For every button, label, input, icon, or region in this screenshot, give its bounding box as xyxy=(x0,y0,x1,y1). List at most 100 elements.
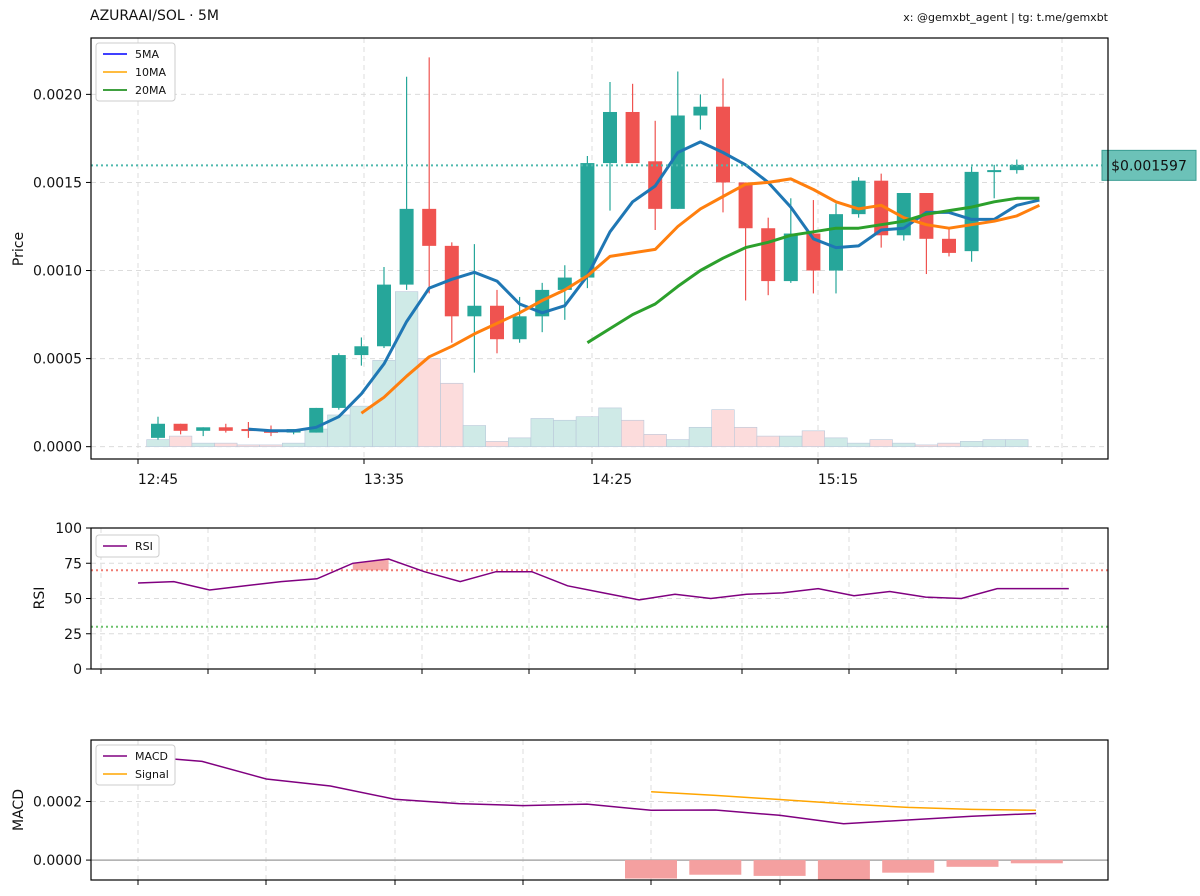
legend-label: 10MA xyxy=(135,66,166,79)
candle-body xyxy=(738,182,753,229)
volume-bar xyxy=(530,418,554,447)
volume-bar xyxy=(779,435,803,447)
volume-bar xyxy=(824,437,848,447)
macd-histogram-bar xyxy=(946,860,999,867)
ma5-line xyxy=(248,140,1040,433)
volume-bar xyxy=(485,441,509,447)
rsi-legend xyxy=(95,534,160,558)
macd-legend xyxy=(95,744,176,786)
volume-bar xyxy=(236,444,261,447)
macd-ytick-label: 0.0000 xyxy=(33,853,82,869)
volume-bar xyxy=(440,382,464,447)
volume-bar xyxy=(869,439,893,447)
macd-histogram-bar xyxy=(1010,860,1063,864)
volume-bar xyxy=(620,419,645,447)
macd-axis-label: MACD xyxy=(11,789,27,831)
volume-bar xyxy=(688,426,712,447)
legend-label: 5MA xyxy=(135,48,159,61)
volume-bar xyxy=(214,442,238,447)
candle-body xyxy=(919,193,934,239)
candle-body xyxy=(806,233,821,271)
legend-label: Signal xyxy=(135,768,169,781)
volume-bar xyxy=(756,435,780,447)
volume-bar xyxy=(666,439,690,447)
candle-body xyxy=(670,115,685,209)
candle-body xyxy=(761,228,776,282)
volume-bar xyxy=(892,442,916,447)
candle-body xyxy=(354,346,369,356)
candle-body xyxy=(377,284,391,347)
volume-bar xyxy=(462,425,487,447)
rsi-axis-label: RSI xyxy=(32,587,48,610)
macd-histogram-bar xyxy=(817,860,870,880)
candle-body xyxy=(173,423,188,431)
candle-body xyxy=(196,427,211,431)
candle-body xyxy=(580,163,595,278)
volume-bar xyxy=(598,407,622,447)
volume-bar xyxy=(169,435,193,447)
price-frame xyxy=(90,37,1109,460)
volume-bar xyxy=(982,439,1006,447)
macd-frame xyxy=(90,739,1109,881)
price-legend-box xyxy=(95,42,176,102)
legend-label: RSI xyxy=(135,540,153,553)
candle-body xyxy=(783,233,798,282)
candle-body xyxy=(399,208,414,285)
price-xtick-label: 12:45 xyxy=(138,472,178,488)
rsi-legend-box xyxy=(95,534,160,558)
candle-body xyxy=(942,238,956,253)
candle-body xyxy=(603,111,617,164)
candle-body xyxy=(716,106,730,183)
candle-body xyxy=(467,305,482,317)
candle-body xyxy=(964,171,979,252)
volume-bar xyxy=(959,441,984,447)
price-xtick-label: 15:15 xyxy=(818,472,858,488)
macd-histogram-bar xyxy=(882,860,935,873)
volume-bar xyxy=(846,442,871,447)
macd-legend-box xyxy=(95,744,176,786)
volume-bar xyxy=(417,358,441,447)
price-ytick-label: 0.0020 xyxy=(33,87,82,103)
volume-bar xyxy=(146,439,170,447)
volume-bar xyxy=(711,409,735,447)
macd-histogram-bar xyxy=(753,860,806,876)
price-xtick-label: 13:35 xyxy=(364,472,404,488)
candle-body xyxy=(218,427,233,431)
rsi-ytick-label: 50 xyxy=(64,592,82,608)
candle-body xyxy=(444,245,459,317)
candle-body xyxy=(874,180,889,236)
rsi-line xyxy=(137,558,1069,601)
volume-bar xyxy=(1005,439,1029,447)
chart-title: AZURAAI/SOL · 5M xyxy=(90,8,220,24)
volume-bar xyxy=(259,444,283,447)
volume-bar xyxy=(281,442,306,447)
macd-ytick-label: 0.0002 xyxy=(33,795,82,811)
candle-body xyxy=(987,170,1002,173)
volume-bar xyxy=(191,442,215,447)
signal-line xyxy=(651,791,1037,812)
price-legend xyxy=(95,42,176,102)
rsi-overbought-fill xyxy=(352,559,389,571)
volume-bar xyxy=(801,430,825,447)
credit-text: x: @gemxbt_agent | tg: t.me/gemxbt xyxy=(903,11,1108,24)
volume-bar xyxy=(575,416,599,447)
volume-bar xyxy=(937,442,961,447)
macd-histogram-bar xyxy=(625,860,677,879)
candle-body xyxy=(625,111,640,164)
candle-body xyxy=(331,355,346,408)
rsi-ytick-label: 75 xyxy=(64,556,82,572)
candle-body xyxy=(693,106,708,116)
volume-bar xyxy=(507,437,532,447)
candle-body xyxy=(151,423,165,438)
rsi-ytick-label: 100 xyxy=(55,521,82,537)
rsi-ytick-label: 25 xyxy=(64,627,82,643)
current-price-label: $0.001597 xyxy=(1111,158,1187,174)
ma20-line xyxy=(586,196,1040,344)
price-ytick-label: 0.0010 xyxy=(33,264,82,280)
volume-bar xyxy=(553,419,577,447)
macd-histogram-bar xyxy=(689,860,742,875)
candle-body xyxy=(1009,164,1024,171)
ma10-line xyxy=(360,177,1041,415)
price-ytick-label: 0.0005 xyxy=(33,352,82,368)
